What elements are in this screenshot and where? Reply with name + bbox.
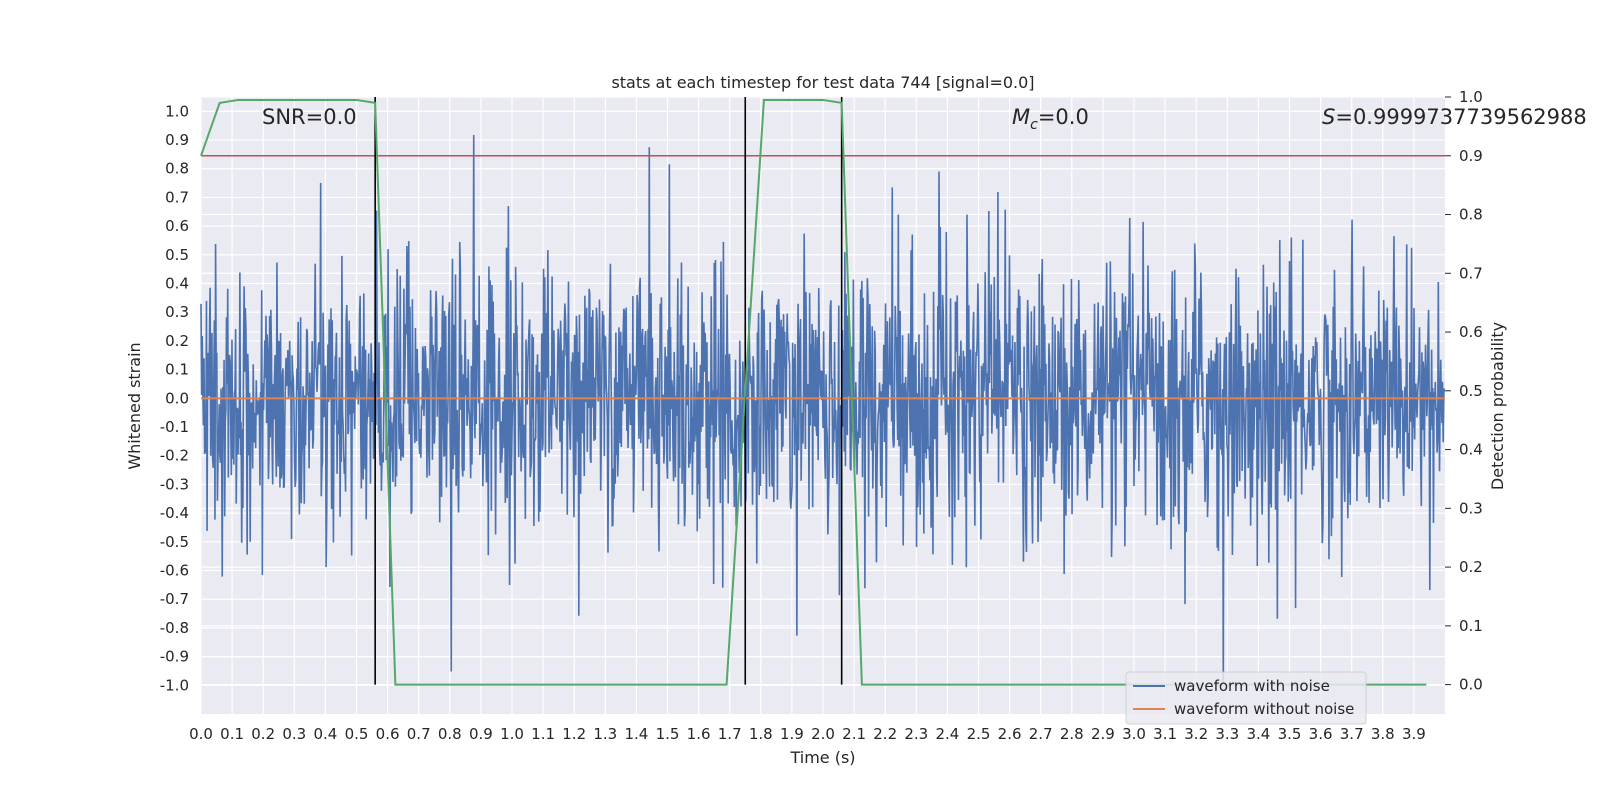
- x-tick-label: 0.5: [345, 725, 369, 743]
- x-tick-label: 0.0: [189, 725, 213, 743]
- y-tick-label-right: 0.8: [1459, 206, 1483, 224]
- x-tick-label: 2.9: [1091, 725, 1115, 743]
- legend: waveform with noise waveform without noi…: [1125, 671, 1367, 725]
- series-detection-probability: [200, 98, 1427, 686]
- x-tick-label: 1.6: [687, 725, 711, 743]
- annotation-s-symbol: S: [1322, 105, 1335, 129]
- y-axis-label-left: Whitened strain: [125, 342, 144, 469]
- x-tick-label: 3.9: [1402, 725, 1426, 743]
- y-tick-labels-left: 1.0 0.9 0.8 0.7 0.6 0.5 0.4 0.3 0.2 0.1 0.0 -0.1 -0.…: [160, 102, 189, 694]
- x-tick-label: 3.3: [1215, 725, 1239, 743]
- x-tick-label: 2.0: [811, 725, 835, 743]
- y-tick-label-left: -0.9: [160, 648, 189, 666]
- y-tick-label-left: -0.8: [160, 619, 189, 637]
- y-tick-labels-right: 1.0 0.9 0.8 0.7 0.6 0.5 0.4 0.3 0.2 0.1 0.0: [1445, 88, 1483, 694]
- x-tick-label: 2.8: [1060, 725, 1084, 743]
- x-tick-label: 2.7: [1029, 725, 1053, 743]
- x-tick-label: 1.1: [531, 725, 555, 743]
- x-tick-label: 0.3: [282, 725, 306, 743]
- y-tick-label-left: -0.4: [160, 504, 189, 522]
- noisy-waveform-line: [200, 134, 1446, 686]
- x-tick-label: 2.4: [935, 725, 959, 743]
- y-axis-label-right: Detection probability: [1488, 322, 1507, 490]
- y-tick-label-left: 0.8: [165, 160, 189, 178]
- x-tick-label: 2.3: [904, 725, 928, 743]
- x-tick-label: 1.5: [656, 725, 680, 743]
- x-tick-label: 1.3: [593, 725, 617, 743]
- x-tick-label: 3.1: [1153, 725, 1177, 743]
- y-tick-label-left: -0.5: [160, 533, 189, 551]
- annotation-mc-subscript: c: [1030, 117, 1038, 133]
- x-tick-label: 2.6: [998, 725, 1022, 743]
- x-tick-label: 3.2: [1184, 725, 1208, 743]
- x-tick-label: 0.1: [220, 725, 244, 743]
- y-tick-label-left: 1.0: [165, 102, 189, 120]
- x-tick-label: 0.6: [376, 725, 400, 743]
- chart-title: stats at each timestep for test data 744…: [611, 73, 1034, 92]
- x-tick-label: 2.5: [967, 725, 991, 743]
- x-tick-label: 3.7: [1340, 725, 1364, 743]
- x-tick-label: 0.7: [407, 725, 431, 743]
- y-tick-label-left: 0.2: [165, 332, 189, 350]
- y-tick-label-right: 0.7: [1459, 264, 1483, 282]
- y-tick-label-left: 0.5: [165, 246, 189, 264]
- y-tick-label-right: 0.3: [1459, 499, 1483, 517]
- annotation-mc-symbol: M: [1012, 105, 1030, 129]
- x-tick-label: 3.4: [1246, 725, 1270, 743]
- x-tick-label: 1.2: [562, 725, 586, 743]
- x-tick-label: 3.0: [1122, 725, 1146, 743]
- legend-box: [1125, 671, 1367, 725]
- y-tick-label-right: 0.5: [1459, 382, 1483, 400]
- annotation-mc-value: =0.0: [1038, 105, 1089, 129]
- annotation-mc: Mc=0.0: [1012, 105, 1089, 133]
- x-tick-label: 0.8: [438, 725, 462, 743]
- x-tick-label: 0.2: [251, 725, 275, 743]
- y-tick-label-left: 0.1: [165, 361, 189, 379]
- detection-probability-line: [200, 98, 1427, 686]
- series-waveform-with-noise: [200, 134, 1446, 686]
- y-tick-label-right: 0.1: [1459, 617, 1483, 635]
- y-tick-label-left: -0.1: [160, 418, 189, 436]
- x-tick-label: 3.8: [1371, 725, 1395, 743]
- y-tick-label-left: -0.2: [160, 447, 189, 465]
- y-tick-label-right: 0.6: [1459, 323, 1483, 341]
- y-tick-label-left: 0.0: [165, 389, 189, 407]
- x-tick-labels: 0.0 0.1 0.2 0.3 0.4 0.5 0.6 0.7 0.8 0.9 1.0 1.1 1.2 1…: [189, 725, 1426, 743]
- y-tick-label-left: 0.6: [165, 217, 189, 235]
- x-tick-label: 3.6: [1309, 725, 1333, 743]
- y-tick-label-right: 0.2: [1459, 558, 1483, 576]
- x-tick-label: 1.4: [624, 725, 648, 743]
- y-tick-label-left: -1.0: [160, 676, 189, 694]
- y-tick-label-right: 0.4: [1459, 441, 1483, 459]
- y-tick-label-left: -0.3: [160, 475, 189, 493]
- x-tick-label: 1.9: [780, 725, 804, 743]
- grid-horizontal: [201, 110, 1445, 686]
- y-tick-label-left: -0.6: [160, 562, 189, 580]
- x-tick-label: 0.4: [313, 725, 337, 743]
- annotation-s: S=0.9999737739562988: [1322, 105, 1587, 129]
- y-tick-label-left: 0.3: [165, 303, 189, 321]
- x-tick-label: 1.0: [500, 725, 524, 743]
- y-tick-label-left: 0.9: [165, 131, 189, 149]
- x-tick-label: 3.5: [1278, 725, 1302, 743]
- legend-label-clean: waveform without noise: [1174, 700, 1354, 718]
- y-tick-label-left: 0.4: [165, 275, 189, 293]
- y-tick-label-right: 0.9: [1459, 147, 1483, 165]
- x-tick-label: 2.1: [842, 725, 866, 743]
- x-tick-label: 0.9: [469, 725, 493, 743]
- annotation-s-value: =0.9999737739562988: [1335, 105, 1586, 129]
- y-tick-label-left: 0.7: [165, 188, 189, 206]
- x-tick-label: 1.8: [749, 725, 773, 743]
- annotation-snr: SNR=0.0: [262, 105, 357, 129]
- x-axis-label: Time (s): [789, 748, 855, 767]
- y-tick-label-right: 0.0: [1459, 676, 1483, 694]
- x-tick-label: 2.2: [873, 725, 897, 743]
- y-tick-label-right: 1.0: [1459, 88, 1483, 106]
- x-tick-label: 1.7: [718, 725, 742, 743]
- legend-label-noisy: waveform with noise: [1174, 677, 1330, 695]
- y-tick-label-left: -0.7: [160, 590, 189, 608]
